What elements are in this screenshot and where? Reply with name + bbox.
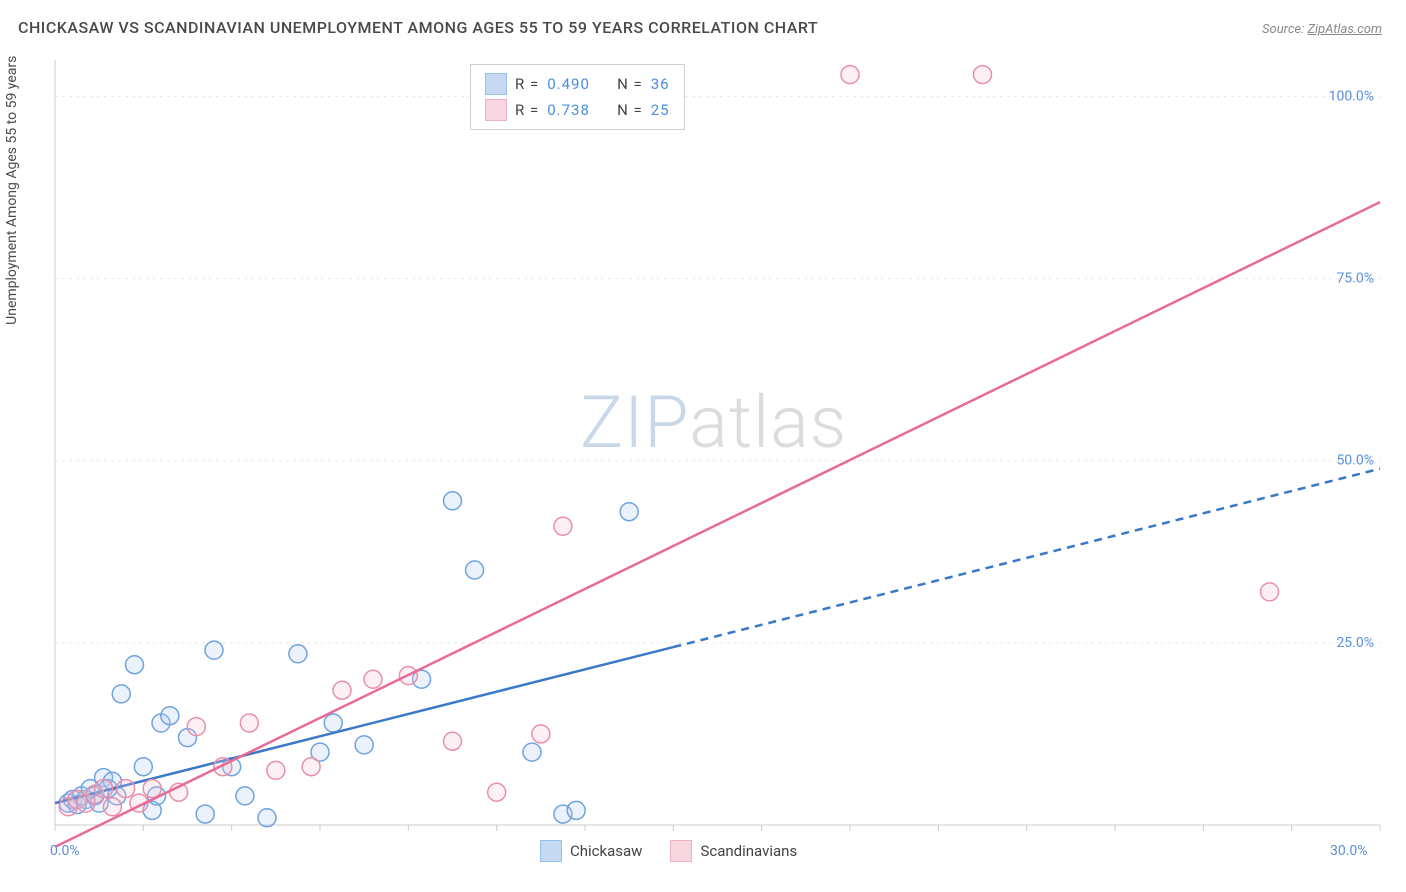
data-point-chickasaw — [134, 758, 152, 776]
y-tick-label: 75.0% — [1336, 271, 1374, 287]
series-legend-item-chickasaw: Chickasaw — [540, 840, 642, 862]
data-point-chickasaw — [466, 561, 484, 579]
series-legend: Chickasaw Scandinavians — [540, 840, 797, 862]
data-point-scandinavians — [974, 66, 992, 84]
legend-swatch-scandinavians — [485, 99, 507, 121]
data-point-scandinavians — [267, 761, 285, 779]
data-point-chickasaw — [620, 503, 638, 521]
series-legend-swatch-scandinavians — [670, 840, 692, 862]
y-tick-label: 100.0% — [1329, 88, 1374, 104]
y-tick-label: 50.0% — [1336, 453, 1374, 469]
data-point-scandinavians — [103, 798, 121, 816]
data-point-scandinavians — [240, 714, 258, 732]
correlation-legend: R = 0.490 N = 36 R = 0.738 N = 25 — [470, 64, 685, 130]
data-point-scandinavians — [333, 681, 351, 699]
data-point-chickasaw — [258, 809, 276, 827]
data-point-chickasaw — [567, 801, 585, 819]
data-point-scandinavians — [488, 783, 506, 801]
y-tick-label: 25.0% — [1336, 635, 1374, 651]
data-point-scandinavians — [841, 66, 859, 84]
data-point-scandinavians — [143, 780, 161, 798]
data-point-chickasaw — [523, 743, 541, 761]
data-point-scandinavians — [187, 718, 205, 736]
data-point-scandinavians — [95, 780, 113, 798]
legend-row-scandinavians: R = 0.738 N = 25 — [485, 97, 670, 123]
series-legend-label-chickasaw: Chickasaw — [570, 842, 642, 860]
data-point-scandinavians — [214, 758, 232, 776]
data-point-scandinavians — [554, 517, 572, 535]
data-point-chickasaw — [236, 787, 254, 805]
data-point-chickasaw — [126, 656, 144, 674]
regression-line-chickasaw — [55, 647, 673, 803]
scatter-chart: 25.0% 50.0% 75.0% 100.0% — [0, 0, 1406, 892]
x-axis-max-label: 30.0% — [1330, 843, 1368, 859]
data-point-scandinavians — [302, 758, 320, 776]
series-legend-label-scandinavians: Scandinavians — [700, 842, 797, 860]
legend-swatch-chickasaw — [485, 73, 507, 95]
series-legend-swatch-chickasaw — [540, 840, 562, 862]
data-point-chickasaw — [112, 685, 130, 703]
legend-row-chickasaw: R = 0.490 N = 36 — [485, 71, 670, 97]
data-point-chickasaw — [444, 492, 462, 510]
data-point-chickasaw — [205, 641, 223, 659]
data-point-chickasaw — [355, 736, 373, 754]
data-point-chickasaw — [161, 707, 179, 725]
data-point-scandinavians — [117, 780, 135, 798]
x-axis-min-label: 0.0% — [50, 843, 80, 859]
data-point-chickasaw — [196, 805, 214, 823]
data-point-scandinavians — [364, 670, 382, 688]
data-point-scandinavians — [1261, 583, 1279, 601]
series-legend-item-scandinavians: Scandinavians — [670, 840, 797, 862]
data-point-scandinavians — [532, 725, 550, 743]
data-point-chickasaw — [289, 645, 307, 663]
data-point-scandinavians — [444, 732, 462, 750]
data-point-chickasaw — [324, 714, 342, 732]
regression-line-scandinavians — [55, 202, 1380, 847]
